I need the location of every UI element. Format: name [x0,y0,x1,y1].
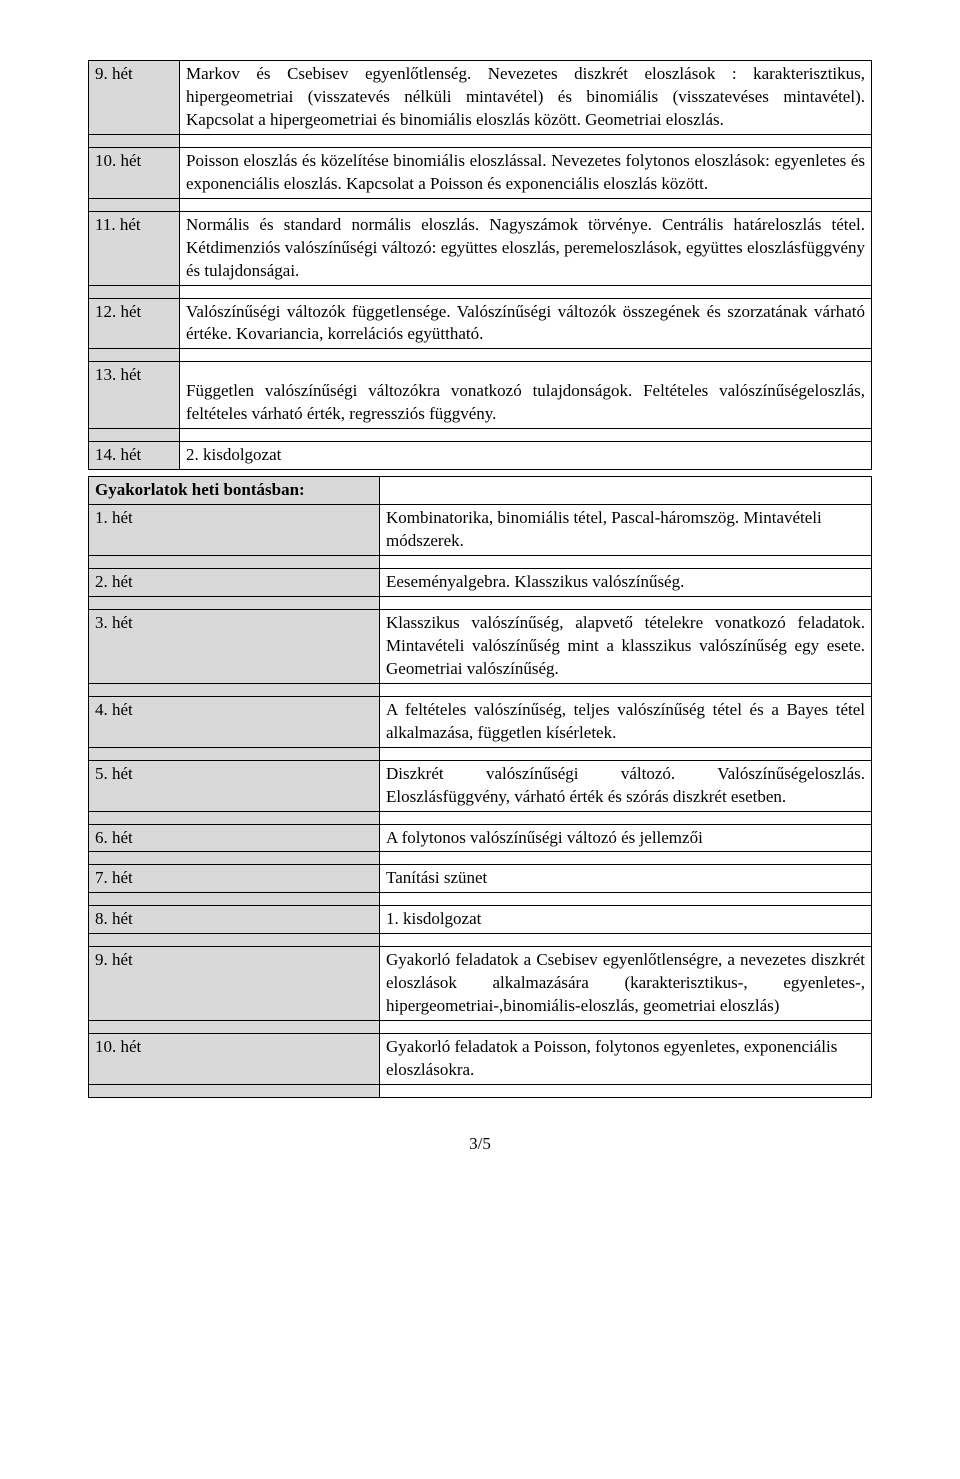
content-cell: Gyakorló feladatok a Poisson, folytonos … [380,1034,872,1085]
content-cell: Normális és standard normális eloszlás. … [180,211,872,285]
week-cell: 1. hét [89,505,380,556]
content-cell: A folytonos valószínűségi változó és jel… [380,824,872,852]
week-cell: 10. hét [89,1034,380,1085]
section-header: Gyakorlatok heti bontásban: [89,477,380,505]
spacer-row [89,852,872,865]
content-cell: 2. kisdolgozat [180,442,872,470]
spacer-row [89,1021,872,1034]
week-cell: 7. hét [89,865,380,893]
spacer-row [89,934,872,947]
lectures-table: 9. hétMarkov és Csebisev egyenlőtlenség.… [88,60,872,470]
spacer-row [89,556,872,569]
spacer-row [89,683,872,696]
table-row: 2. hétEeseményalgebra. Klasszikus valósz… [89,569,872,597]
spacer-row [89,429,872,442]
table-row: 14. hét2. kisdolgozat [89,442,872,470]
week-cell: 8. hét [89,906,380,934]
week-cell: 11. hét [89,211,180,285]
week-cell: 3. hét [89,609,380,683]
content-cell: A feltételes valószínűség, teljes valósz… [380,696,872,747]
table-row: 7. hétTanítási szünet [89,865,872,893]
table-row: 9. hétMarkov és Csebisev egyenlőtlenség.… [89,61,872,135]
table-row: 1. hétKombinatorika, binomiális tétel, P… [89,505,872,556]
page-number: 3/5 [88,1134,872,1154]
spacer-row [89,893,872,906]
content-cell: Eeseményalgebra. Klasszikus valószínűség… [380,569,872,597]
content-cell: Poisson eloszlás és közelítése binomiáli… [180,147,872,198]
table-row: 13. hétFüggetlen valószínűségi változókr… [89,362,872,429]
content-cell: Valószínűségi változók függetlensége. Va… [180,298,872,349]
spacer-row [89,134,872,147]
content-cell: Tanítási szünet [380,865,872,893]
table-row: 3. hétKlasszikus valószínűség, alapvető … [89,609,872,683]
week-cell: 6. hét [89,824,380,852]
spacer-row [89,811,872,824]
week-cell: 13. hét [89,362,180,429]
table-row: 4. hétA feltételes valószínűség, teljes … [89,696,872,747]
content-cell: Kombinatorika, binomiális tétel, Pascal-… [380,505,872,556]
section-header-blank [380,477,872,505]
table-row: 6. hétA folytonos valószínűségi változó … [89,824,872,852]
table-row: 11. hétNormális és standard normális elo… [89,211,872,285]
section-header-row: Gyakorlatok heti bontásban: [89,477,872,505]
table-row: 10. hétPoisson eloszlás és közelítése bi… [89,147,872,198]
table-row: 8. hét1. kisdolgozat [89,906,872,934]
content-cell: Független valószínűségi változókra vonat… [180,362,872,429]
spacer-row [89,596,872,609]
table-row: 12. hétValószínűségi változók függetlens… [89,298,872,349]
week-cell: 12. hét [89,298,180,349]
spacer-row [89,285,872,298]
week-cell: 9. hét [89,61,180,135]
spacer-row [89,1085,872,1098]
table-row: 9. hétGyakorló feladatok a Csebisev egye… [89,947,872,1021]
week-cell: 2. hét [89,569,380,597]
content-cell: 1. kisdolgozat [380,906,872,934]
week-cell: 9. hét [89,947,380,1021]
spacer-row [89,747,872,760]
week-cell: 5. hét [89,760,380,811]
table-row: 10. hétGyakorló feladatok a Poisson, fol… [89,1034,872,1085]
week-cell: 14. hét [89,442,180,470]
content-cell: Diszkrét valószínűségi változó. Valószín… [380,760,872,811]
week-cell: 4. hét [89,696,380,747]
spacer-row [89,349,872,362]
content-cell: Gyakorló feladatok a Csebisev egyenlőtle… [380,947,872,1021]
content-cell: Markov és Csebisev egyenlőtlenség. Nevez… [180,61,872,135]
week-cell: 10. hét [89,147,180,198]
spacer-row [89,198,872,211]
table-row: 5. hétDiszkrét valószínűségi változó. Va… [89,760,872,811]
content-cell: Klasszikus valószínűség, alapvető tétele… [380,609,872,683]
practice-table: Gyakorlatok heti bontásban:1. hétKombina… [88,476,872,1098]
